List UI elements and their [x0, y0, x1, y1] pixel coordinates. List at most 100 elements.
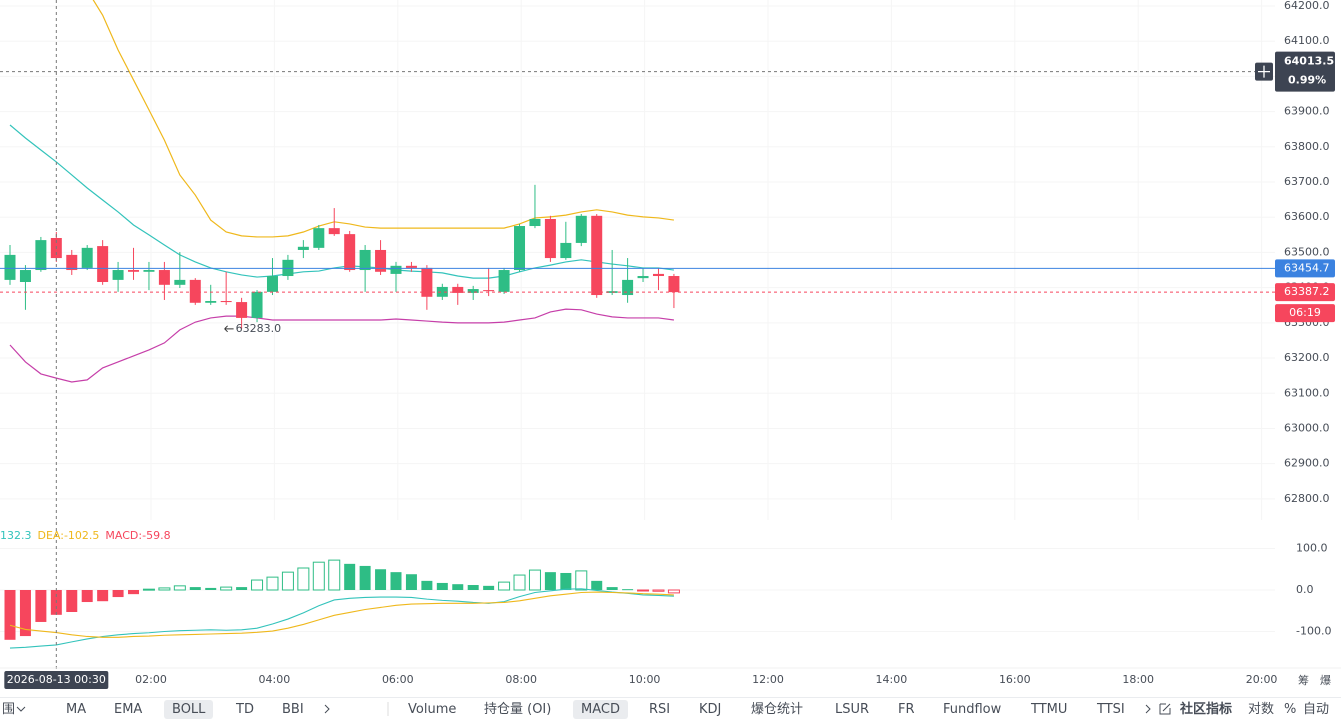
y-tick-label: 63100.0: [1284, 386, 1330, 399]
crosshair-price-label: 64013.5: [1284, 55, 1334, 68]
edit-icon: [1159, 703, 1171, 715]
candle-body: [174, 279, 186, 285]
candle-body: [4, 254, 16, 280]
y-tick-label: 0.0: [1296, 583, 1314, 596]
x-tick-label: 08:00: [505, 673, 537, 686]
toolbar-item[interactable]: 爆仓统计: [751, 702, 804, 717]
macd-bar: [266, 576, 279, 591]
mark-price-label: 63454.7: [1284, 261, 1330, 274]
toolbar-item[interactable]: TTSI: [1097, 702, 1125, 717]
y-tick-label: 64100.0: [1284, 34, 1330, 47]
candle-body: [35, 240, 47, 271]
candle-body: [189, 279, 201, 303]
toolbar-item[interactable]: 围: [2, 702, 16, 717]
countdown-tag: [1275, 304, 1335, 323]
candle-body: [205, 301, 217, 303]
macd-bar: [97, 589, 109, 602]
toolbar-item[interactable]: FR: [898, 702, 915, 717]
candle-body: [220, 301, 232, 303]
macd-legend: DEA:-102.5: [38, 529, 100, 542]
macd-bar: [483, 585, 495, 590]
macd-bar: [220, 586, 233, 591]
y-tick-label: 63000.0: [1284, 421, 1330, 434]
countdown-label: 06:19: [1289, 306, 1321, 319]
candle-body: [544, 218, 556, 259]
macd-bar: [652, 589, 665, 592]
toolbar-item[interactable]: TD: [236, 702, 254, 717]
y-tick-label: 62900.0: [1284, 457, 1330, 470]
toolbar-item[interactable]: Volume: [408, 702, 457, 717]
y-tick-label: -100.0: [1296, 625, 1331, 638]
macd-bar: [205, 587, 217, 590]
y-tick-label: 63200.0: [1284, 351, 1330, 364]
macd-bar: [281, 571, 294, 591]
toolbar-icons: [16, 702, 1171, 716]
macd-bar: [498, 581, 511, 591]
plus-icon: [1258, 65, 1270, 78]
macd-bar: [128, 589, 140, 595]
last-price-tag: [1275, 283, 1335, 302]
y-tick-label: 63900.0: [1284, 105, 1330, 118]
candle-body: [452, 286, 464, 293]
y-tick-label: 63800.0: [1284, 140, 1330, 153]
macd-bar: [4, 589, 16, 640]
toolbar-item[interactable]: 自动: [1303, 702, 1330, 717]
indicator-toolbar: 围 MA EMA BOLL TD BBI Volume 持仓量 (OI) MACD RSI KDJ 爆…: [0, 697, 1341, 719]
macd-bar: [606, 587, 618, 590]
candle-body: [328, 228, 340, 235]
candle-body: [359, 249, 371, 271]
toolbar-item[interactable]: BBI: [282, 702, 304, 717]
macd-bar: [421, 580, 433, 590]
axis-button[interactable]: 爆: [1320, 673, 1331, 687]
crosshair-time-tag: [4, 671, 109, 689]
toolbar-item[interactable]: Fundflow: [943, 702, 1002, 717]
crosshair-tag: [1275, 51, 1335, 92]
macd-line: [9, 588, 674, 649]
toolbar-item[interactable]: %: [1284, 702, 1297, 717]
macd-bar: [142, 588, 155, 591]
candle-body: [66, 254, 78, 271]
toolbar-item[interactable]: 社区指标: [1180, 702, 1233, 717]
annotation-arrow: [224, 325, 234, 333]
macd-bar: [622, 589, 634, 591]
macd-bar: [173, 585, 186, 591]
x-tick-label: 14:00: [876, 673, 908, 686]
candle-body: [158, 270, 170, 285]
candle-body: [143, 270, 155, 272]
candle-body: [128, 270, 140, 272]
macd-bar: [251, 579, 264, 591]
axis-button[interactable]: 筹: [1298, 673, 1309, 687]
chevron: [1145, 704, 1151, 714]
toolbar-item[interactable]: RSI: [649, 702, 671, 717]
y-tick-label: 63500.0: [1284, 245, 1330, 258]
toolbar-item[interactable]: KDJ: [699, 702, 722, 717]
macd-bar: [436, 582, 448, 590]
candle-body: [313, 228, 325, 248]
toolbar-item[interactable]: TTMU: [1031, 702, 1068, 717]
x-tick-label: 04:00: [259, 673, 291, 686]
macd-bar: [513, 574, 526, 591]
macd-bar: [35, 589, 47, 622]
candle-body: [251, 291, 263, 318]
toolbar-item[interactable]: LSUR: [835, 702, 870, 717]
macd-bar: [236, 587, 248, 590]
x-tick-label: 16:00: [999, 673, 1031, 686]
toolbar-item[interactable]: MACD: [573, 700, 628, 719]
y-tick-label: 62800.0: [1284, 492, 1330, 505]
toolbar-item[interactable]: MA: [66, 702, 87, 717]
macd-legend: MACD:-59.8: [105, 529, 170, 542]
toolbar-item[interactable]: 对数: [1248, 702, 1275, 717]
macd-legend: 132.3: [0, 529, 32, 542]
toolbar-item[interactable]: 持仓量 (OI): [484, 702, 552, 717]
toolbar-item[interactable]: EMA: [114, 702, 143, 717]
chart: 64200.064100.064000.063900.063800.063700…: [0, 0, 1341, 689]
candle-body: [81, 247, 93, 268]
candle-body: [266, 276, 278, 292]
crosshair-change-label: 0.99%: [1288, 74, 1326, 87]
chevron: [324, 704, 330, 714]
candle-body: [467, 289, 479, 293]
x-tick-label: 02:00: [135, 673, 167, 686]
toolbar-item[interactable]: BOLL: [164, 700, 214, 719]
candle-body: [575, 215, 587, 243]
